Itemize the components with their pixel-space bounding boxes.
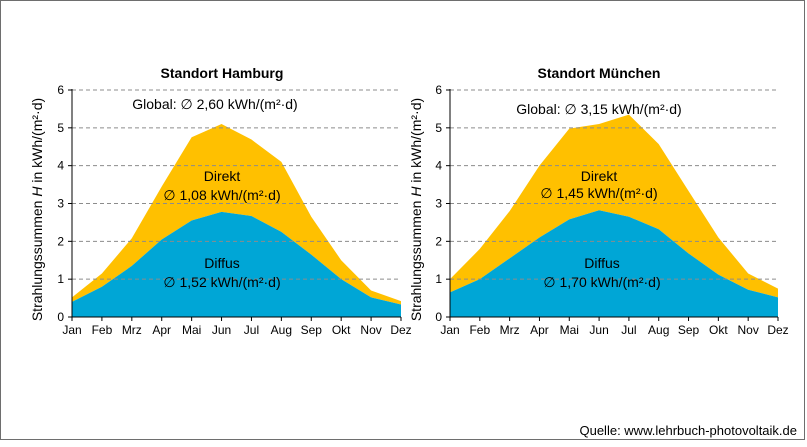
chart-2-series-diffus-area	[450, 210, 778, 317]
chart-2-y-tick-label: 2	[435, 234, 442, 248]
chart-1-series-diffus-area	[72, 211, 401, 317]
chart-2-y-tick-label: 5	[435, 121, 442, 135]
chart-1-x-tick-label: Aug	[271, 323, 292, 337]
chart-2-y-tick-label: 0	[435, 310, 442, 324]
chart-1-y-axis-label-part: in kWh/(m²·d)	[29, 98, 45, 187]
chart-2-series-direkt-area	[450, 114, 778, 298]
chart-2-x-tick-label: Feb	[469, 323, 490, 337]
chart-2-diffus-label: Diffus	[584, 255, 620, 271]
chart-2-x-tick-label: Jul	[621, 323, 636, 337]
chart-1-y-axis-label-part: H	[29, 186, 45, 197]
chart-1-x-tick-label: Sep	[301, 323, 323, 337]
chart-1-y-tick-label: 2	[57, 234, 64, 248]
chart-1-x-tick-label: Okt	[332, 323, 351, 337]
chart-2-y-tick-label: 4	[435, 159, 442, 173]
chart-2-direkt-average: ∅ 1,45 kWh/(m²·d)	[540, 185, 657, 201]
chart-1-y-axis-label-part: Strahlungssummen	[29, 197, 45, 322]
source-credit: Quelle: www.lehrbuch-photovoltaik.de	[579, 423, 797, 438]
chart-2-x-tick-label: Mrz	[500, 323, 520, 337]
chart-1-x-tick-label: Dez	[390, 323, 411, 337]
chart-1-x-tick-label: Jun	[212, 323, 231, 337]
chart-2-x-tick-label: Aug	[648, 323, 669, 337]
chart-1-direkt-label: Direkt	[204, 168, 241, 184]
chart-2-x-tick-label: Sep	[678, 323, 700, 337]
chart-1-y-tick-label: 6	[57, 83, 64, 97]
chart-1-x-tick-label: Mai	[182, 323, 201, 337]
chart-1-x-tick-label: Nov	[360, 323, 381, 337]
chart-2-y-tick-label: 3	[435, 197, 442, 211]
chart-1-title: Standort Hamburg	[161, 65, 284, 81]
chart-2-x-tick-label: Jun	[589, 323, 608, 337]
chart-1-x-tick-label: Jan	[62, 323, 81, 337]
chart-2-x-tick-label: Dez	[767, 323, 788, 337]
chart-2-x-tick-label: Nov	[738, 323, 759, 337]
chart-2-y-tick-label: 1	[435, 272, 442, 286]
chart-1-global-annotation: Global: ∅ 2,60 kWh/(m²·d)	[132, 96, 297, 112]
chart-2-y-axis-label: Strahlungssummen H in kWh/(m²·d)	[408, 98, 424, 321]
chart-1-y-tick-label: 0	[57, 310, 64, 324]
chart-2-y-axis-label-part: H	[408, 186, 424, 197]
chart-2-y-tick-label: 6	[435, 83, 442, 97]
chart-1-y-tick-label: 5	[57, 121, 64, 135]
chart-1-x-tick-label: Apr	[152, 323, 171, 337]
chart-1-diffus-average: ∅ 1,52 kWh/(m²·d)	[163, 274, 280, 290]
chart-2-title: Standort München	[538, 65, 661, 81]
chart-2-x-tick-label: Mai	[560, 323, 579, 337]
chart-2-global-annotation: Global: ∅ 3,15 kWh/(m²·d)	[516, 101, 681, 117]
chart-2-direkt-label: Direkt	[581, 168, 618, 184]
chart-1-x-tick-label: Mrz	[122, 323, 142, 337]
chart-2-x-tick-label: Apr	[530, 323, 549, 337]
chart-1-series-direkt-area	[72, 124, 401, 305]
chart-1-y-tick-label: 1	[57, 272, 64, 286]
chart-2-diffus-average: ∅ 1,70 kWh/(m²·d)	[543, 274, 660, 290]
chart-1-y-axis-label: Strahlungssummen H in kWh/(m²·d)	[29, 98, 45, 321]
chart-1-diffus-label: Diffus	[204, 255, 240, 271]
chart-1-x-tick-label: Jul	[244, 323, 259, 337]
chart-2-y-axis-label-part: Strahlungssummen	[408, 197, 424, 322]
chart-2-y-axis-label-part: in kWh/(m²·d)	[408, 98, 424, 187]
chart-1-y-tick-label: 3	[57, 197, 64, 211]
chart-1-x-tick-label: Feb	[92, 323, 113, 337]
chart-1-y-tick-label: 4	[57, 159, 64, 173]
chart-2-x-tick-label: Okt	[709, 323, 728, 337]
chart-1-direkt-average: ∅ 1,08 kWh/(m²·d)	[163, 187, 280, 203]
chart-2-x-tick-label: Jan	[440, 323, 459, 337]
